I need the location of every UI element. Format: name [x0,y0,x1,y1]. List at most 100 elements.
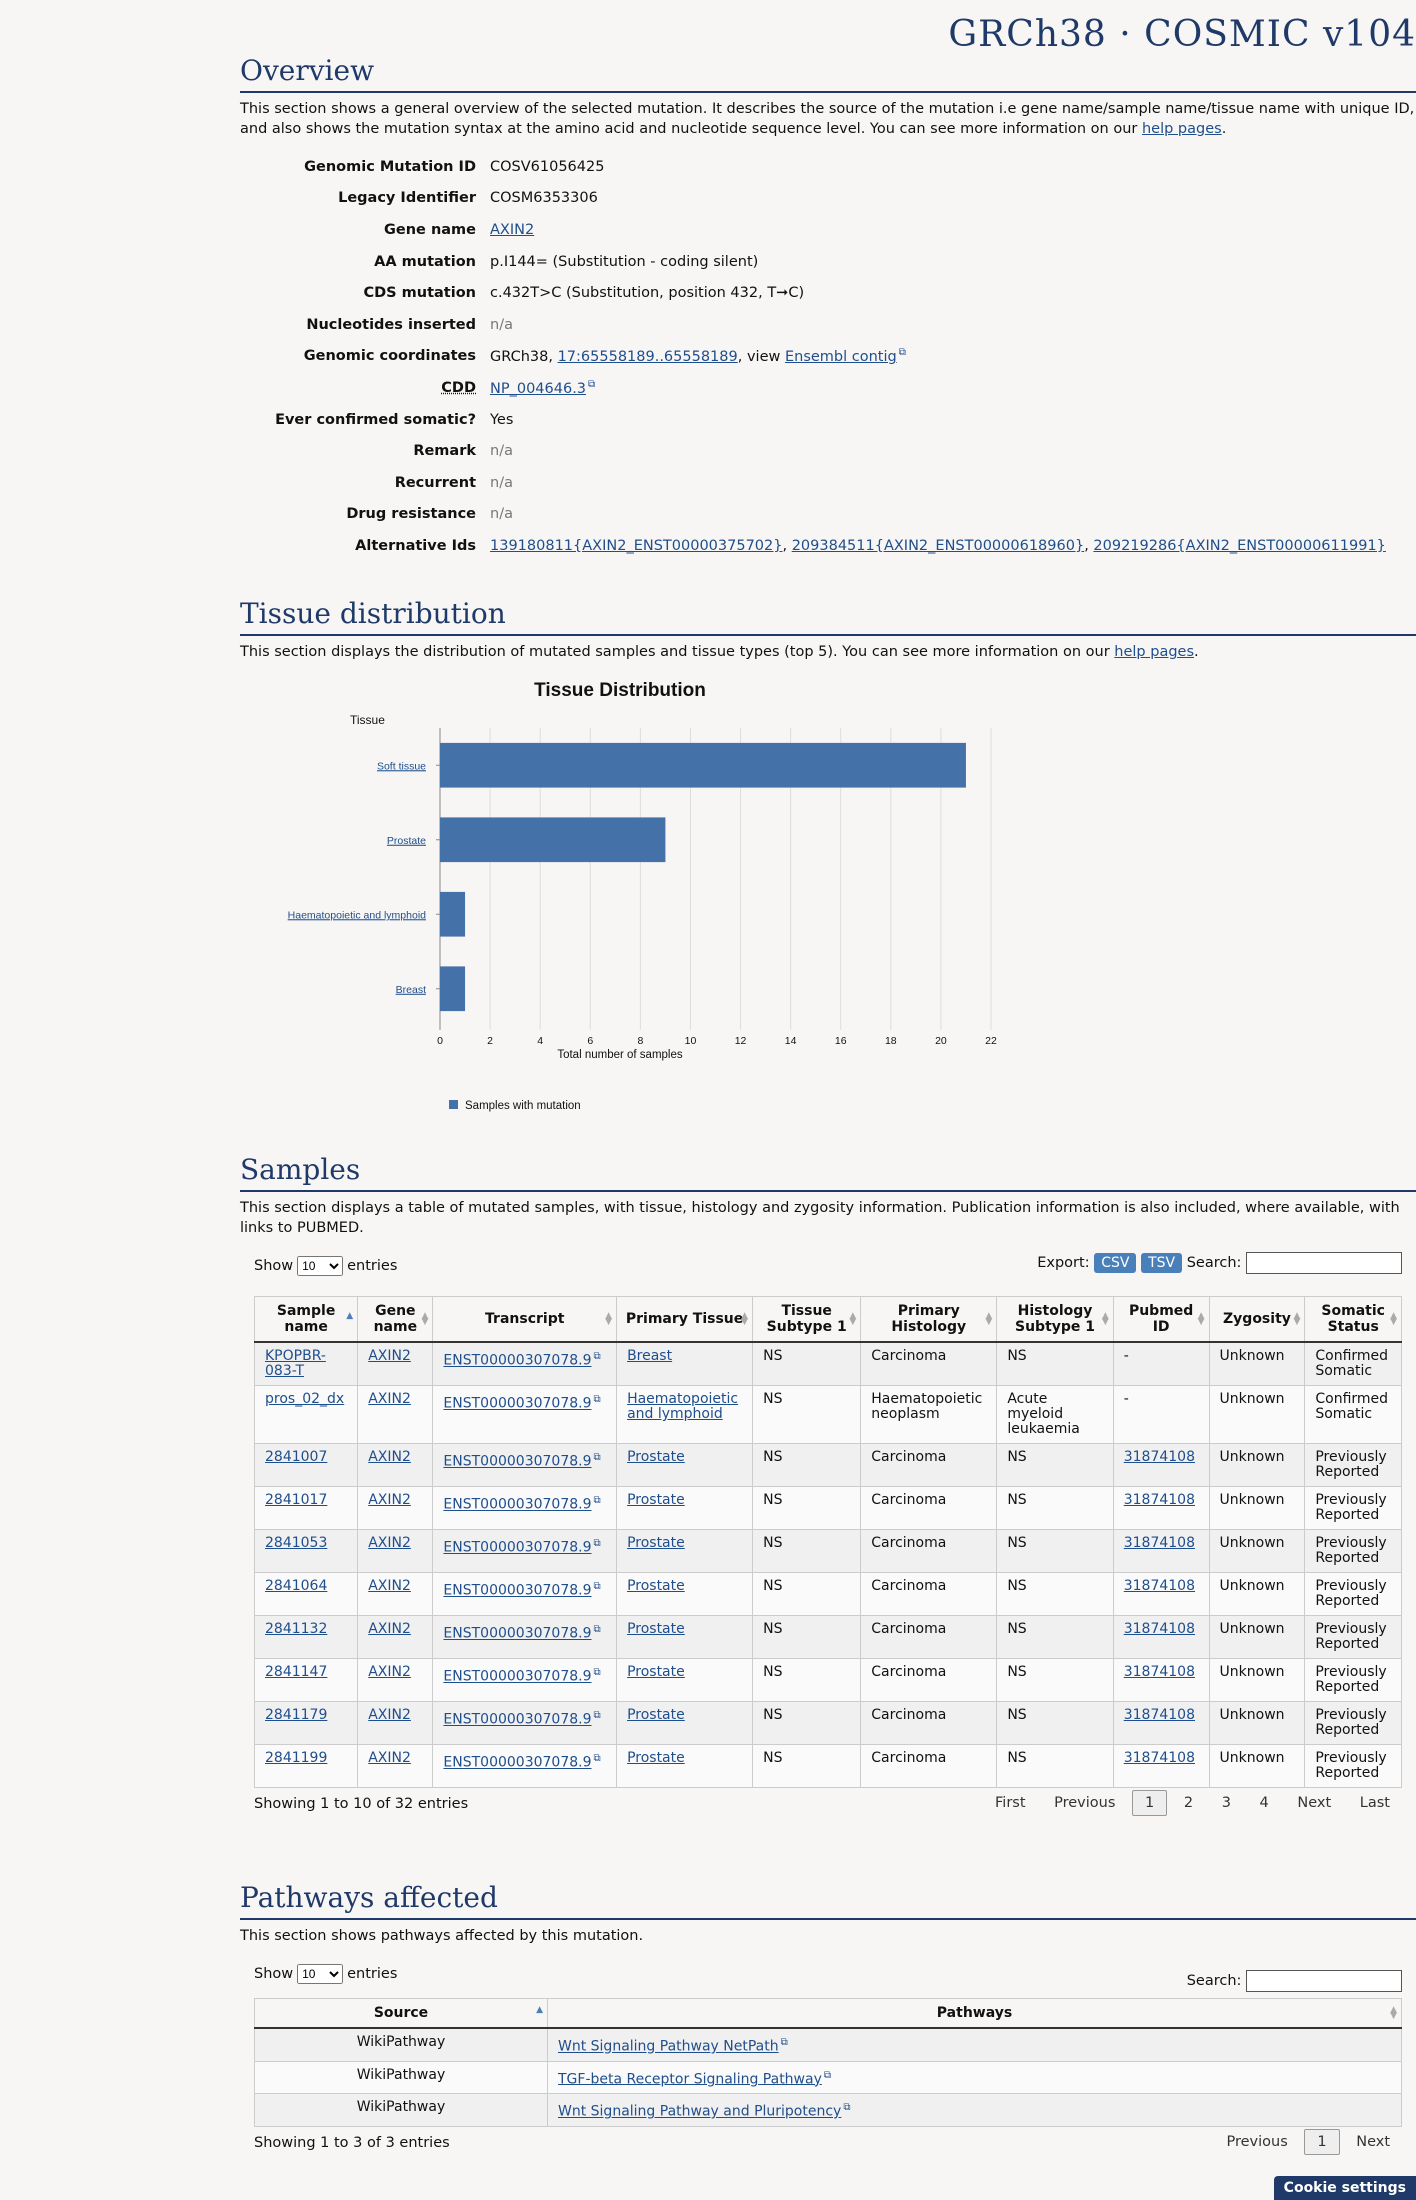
primary-tissue-link[interactable]: Prostate [627,1707,685,1723]
col-zygosity[interactable]: Zygosity ▲ ▼ [1209,1296,1306,1343]
page-first-button[interactable]: First [995,1795,1026,1811]
primary-tissue-link[interactable]: Breast [627,1348,673,1364]
samples-search-input[interactable] [1246,1252,1402,1274]
col-sample-name[interactable]: Sample name ▲ [253,1296,359,1343]
gene-name-link[interactable]: AXIN2 [368,1449,411,1465]
pubmed-id-link[interactable]: 31874108 [1123,1621,1195,1637]
pathway-link[interactable]: Wnt Signaling Pathway NetPath [558,2038,779,2055]
primary-tissue-link[interactable]: Prostate [627,1449,685,1465]
transcript-link[interactable]: ENST00000307078.9 [443,1582,592,1599]
col-somatic-status[interactable]: Somatic Status ▲ ▼ [1304,1296,1402,1343]
col-histology-subtype[interactable]: Histology Subtype 1 ▲ ▼ [996,1296,1114,1343]
pubmed-id-link[interactable]: 31874108 [1123,1492,1195,1508]
transcript-link[interactable]: ENST00000307078.9 [443,1711,592,1728]
transcript-link[interactable]: ENST00000307078.9 [443,1539,592,1556]
pathway-link[interactable]: TGF-beta Receptor Signaling Pathway [558,2071,822,2088]
chart-bar[interactable] [440,966,466,1012]
col-gene-name[interactable]: Gene name ▲ ▼ [357,1296,434,1343]
gene-name-link[interactable]: AXIN2 [368,1578,411,1594]
sample-name-link[interactable]: 2841053 [265,1535,328,1551]
gene-name-link[interactable]: AXIN2 [368,1664,411,1680]
sample-name-link[interactable]: 2841132 [265,1621,328,1637]
sample-name-link[interactable]: KPOPBR-083-T [265,1348,326,1379]
overview-title: Overview [240,54,1416,93]
transcript-link[interactable]: ENST00000307078.9 [443,1395,592,1412]
sample-name-link[interactable]: 2841064 [265,1578,328,1594]
primary-tissue-link[interactable]: Prostate [627,1750,685,1766]
pathways-length-select[interactable]: 10 [297,1964,344,1984]
pubmed-id-link[interactable]: 31874108 [1123,1664,1195,1680]
alternative-id-link[interactable]: 139180811{AXIN2_ENST00000375702} [490,537,783,554]
primary-tissue-link[interactable]: Prostate [627,1535,685,1551]
page-next-button[interactable]: Next [1297,1795,1332,1811]
page-1-button[interactable]: 1 [1132,1790,1168,1816]
sample-name-link[interactable]: 2841147 [265,1664,328,1680]
primary-tissue-link[interactable]: Prostate [627,1492,685,1508]
page-previous-button[interactable]: Previous [1054,1795,1116,1811]
primary-tissue-link[interactable]: Prostate [627,1621,685,1637]
gene-name-link[interactable]: AXIN2 [368,1707,411,1723]
transcript-link[interactable]: ENST00000307078.9 [443,1352,592,1369]
export-csv-button[interactable]: CSV [1094,1253,1137,1273]
chart-category-link[interactable]: Prostate [387,835,426,847]
chart-category-link[interactable]: Breast [396,984,426,996]
tissue-help-link[interactable]: help pages [1114,644,1195,660]
col-primary-tissue[interactable]: Primary Tissue ▲ ▼ [616,1296,754,1343]
pathways-search-input[interactable] [1246,1970,1402,1992]
gene-name-link[interactable]: AXIN2 [368,1535,411,1551]
gene-name-link[interactable]: AXIN2 [368,1621,411,1637]
transcript-link[interactable]: ENST00000307078.9 [443,1496,592,1513]
export-tsv-button[interactable]: TSV [1141,1253,1183,1273]
pubmed-id-link[interactable]: 31874108 [1123,1535,1195,1551]
primary-tissue-link[interactable]: Prostate [627,1578,685,1594]
alternative-id-link[interactable]: 209219286{AXIN2_ENST00000611991} [1093,537,1386,554]
gene-name-link[interactable]: AXIN2 [368,1391,411,1407]
col-source[interactable]: Source ▲ [254,1998,548,2029]
gene-name-link[interactable]: AXIN2 [490,221,535,238]
transcript-link[interactable]: ENST00000307078.9 [443,1625,592,1642]
gene-name-link[interactable]: AXIN2 [368,1492,411,1508]
primary-tissue-link[interactable]: Haematopoietic and lymphoid [627,1391,739,1422]
ensembl-contig-link[interactable]: Ensembl contig [784,349,897,366]
cookie-settings-button[interactable]: Cookie settings [1273,2176,1416,2200]
alternative-id-link[interactable]: 209384511{AXIN2_ENST00000618960} [791,537,1085,554]
chart-bar[interactable] [440,891,466,937]
sample-name-link[interactable]: 2841179 [265,1707,328,1723]
sample-name-link[interactable]: 2841017 [265,1492,328,1508]
page-next-button[interactable]: Next [1356,2133,1390,2150]
page-last-button[interactable]: Last [1359,1795,1390,1811]
transcript-link[interactable]: ENST00000307078.9 [443,1754,592,1771]
transcript-link[interactable]: ENST00000307078.9 [443,1453,592,1470]
chart-bar[interactable] [440,742,966,788]
col-pubmed-id[interactable]: Pubmed ID ▲ ▼ [1113,1296,1210,1343]
page-previous-button[interactable]: Previous [1226,2133,1288,2150]
cdd-link[interactable]: NP_004646.3 [490,380,587,397]
col-transcript[interactable]: Transcript ▲ ▼ [432,1296,618,1343]
transcript-link[interactable]: ENST00000307078.9 [443,1668,592,1685]
page-4-button[interactable]: 4 [1259,1795,1269,1811]
samples-table: Sample name ▲ Gene name ▲ ▼ Transcript ▲ ▼ Pr… [253,1296,1402,1788]
chart-category-link[interactable]: Soft tissue [377,760,426,772]
overview-help-link[interactable]: help pages [1141,121,1222,137]
col-primary-histology[interactable]: Primary Histology ▲ ▼ [860,1296,998,1343]
page-1-button[interactable]: 1 [1304,2128,1340,2155]
col-pathways[interactable]: Pathways ▲ ▼ [547,1998,1402,2029]
primary-tissue-link[interactable]: Prostate [627,1664,685,1680]
gene-name-link[interactable]: AXIN2 [368,1750,411,1766]
chart-bar[interactable] [440,817,666,863]
genomic-coordinates-link[interactable]: 17:65558189..65558189 [557,349,738,366]
pathway-link[interactable]: Wnt Signaling Pathway and Pluripotency [558,2103,842,2120]
pubmed-id-link[interactable]: 31874108 [1123,1750,1195,1766]
sample-name-link[interactable]: 2841007 [265,1449,328,1465]
pubmed-id-link[interactable]: 31874108 [1123,1449,1195,1465]
pubmed-id-link[interactable]: 31874108 [1123,1578,1195,1594]
samples-length-select[interactable]: 10 [297,1256,344,1276]
gene-name-link[interactable]: AXIN2 [368,1348,411,1364]
page-3-button[interactable]: 3 [1221,1795,1231,1811]
chart-category-link[interactable]: Haematopoietic and lymphoid [288,909,426,921]
pubmed-id-link[interactable]: 31874108 [1123,1707,1195,1723]
col-tissue-subtype[interactable]: Tissue Subtype 1 ▲ ▼ [752,1296,862,1343]
sample-name-link[interactable]: pros_02_dx [265,1391,345,1407]
page-2-button[interactable]: 2 [1183,1795,1194,1811]
sample-name-link[interactable]: 2841199 [265,1750,328,1766]
